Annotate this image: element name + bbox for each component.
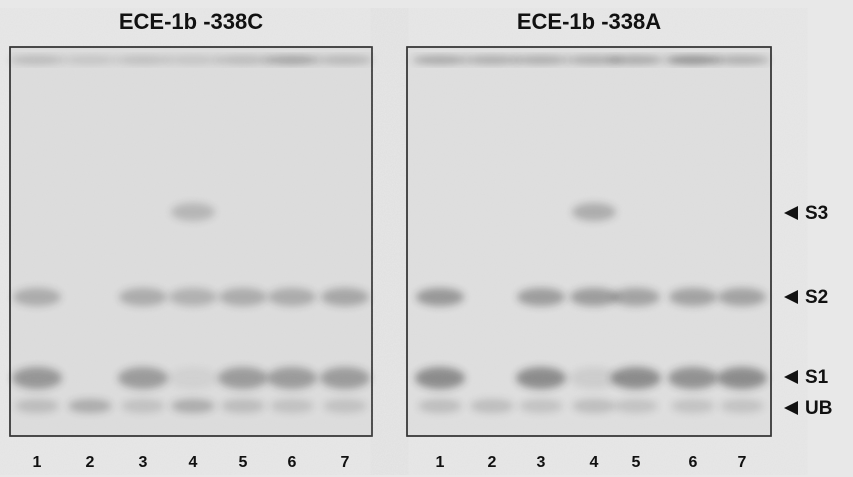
band-label: S3 [805,203,828,224]
arrow [784,370,798,384]
gel-panel [9,46,373,437]
arrow [784,401,798,415]
band-label: S2 [805,287,828,308]
band-label: UB [805,398,832,419]
gel-noise [407,47,771,436]
lane-label: 4 [189,454,198,471]
band-label: S1 [805,367,829,388]
lane-label: 5 [632,454,641,471]
lane-label: 2 [86,454,95,471]
lane-label: 1 [436,454,445,471]
lane-label: 4 [590,454,599,471]
lane-label: 1 [33,454,42,471]
gel-frame [9,46,373,437]
lane-label: 7 [341,454,350,471]
band-markers: S3 S2 S1 UB [784,203,832,419]
gel-noise [10,47,372,436]
panel-title: ECE-1b -338A [517,9,661,34]
gel-frame [406,46,772,437]
lane-label: 3 [139,454,148,471]
arrow [784,290,798,304]
lane-label: 3 [537,454,546,471]
lane-label: 6 [288,454,297,471]
lane-label: 7 [738,454,747,471]
lane-label: 6 [689,454,698,471]
lane-label: 2 [488,454,497,471]
gel-panel [406,46,772,437]
panel-title: ECE-1b -338C [119,9,263,34]
arrow [784,206,798,220]
lane-label: 5 [239,454,248,471]
